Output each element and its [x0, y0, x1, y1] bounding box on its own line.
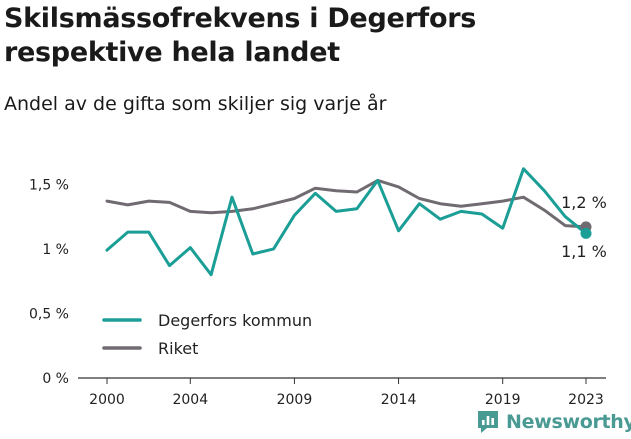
x-tick-label: 2023: [568, 392, 604, 408]
legend-item-riket-label: Riket: [158, 339, 198, 358]
end-labels: 1,2 % 1,1 %: [561, 193, 607, 261]
chart-title: Skilsmässofrekvens i Degerfors respektiv…: [4, 3, 476, 68]
newsworthy-logo: Newsworthy: [476, 408, 631, 436]
end-point-degerfors: [580, 227, 592, 239]
x-tick-label: 2004: [172, 392, 208, 408]
x-tick-label: 2019: [485, 392, 521, 408]
newsworthy-icon: [478, 411, 498, 433]
series-line-degerfors: [105, 167, 588, 277]
legend-item-degerfors-label: Degerfors kommun: [158, 311, 312, 330]
axes: 0 % 0,5 % 1 % 1,5 % 2000 2004 2009 2014 2019 2023: [29, 177, 606, 408]
end-label-riket: 1,2 %: [561, 193, 607, 212]
x-tick-label: 2000: [89, 392, 125, 408]
y-tick-label: 0,5 %: [29, 306, 69, 322]
end-label-degerfors: 1,1 %: [561, 242, 607, 261]
brand-name: Newsworthy: [506, 411, 631, 433]
y-tick-label: 1,5 %: [29, 177, 69, 193]
y-tick-label: 0 %: [42, 371, 69, 387]
legend: Degerfors kommun Riket: [102, 311, 312, 358]
series-line-riket: [105, 178, 588, 229]
x-tick-label: 2014: [381, 392, 417, 408]
y-tick-label: 1 %: [42, 242, 69, 258]
series-layer: [105, 167, 592, 277]
chart-subtitle: Andel av de gifta som skiljer sig varje …: [4, 93, 387, 115]
x-tick-label: 2009: [277, 392, 313, 408]
